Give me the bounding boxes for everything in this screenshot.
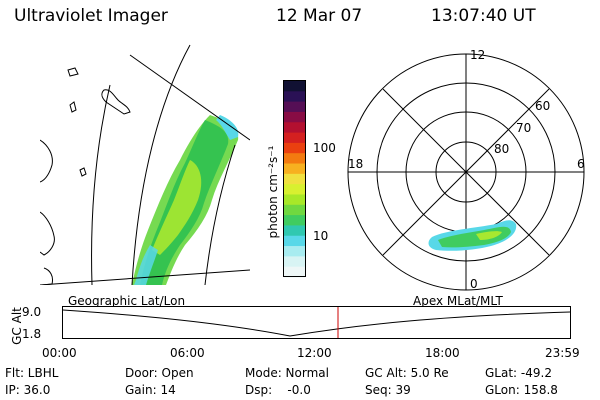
polar-label-6: 6 xyxy=(577,157,585,171)
polar-lat-label-70: 70 xyxy=(516,121,531,135)
map-grid xyxy=(40,44,250,285)
colorbar-cell xyxy=(284,194,305,206)
coastlines xyxy=(40,67,131,285)
time-tick-0000: 00:00 xyxy=(42,346,77,360)
ip-info: IP: 36.0 xyxy=(5,383,51,397)
colorbar-cell xyxy=(284,122,305,134)
aurora-oval xyxy=(428,220,517,251)
colorbar-cell xyxy=(284,184,305,195)
time-tick-2359: 23:59 xyxy=(545,346,580,360)
gc-alt-max: 9.0 xyxy=(22,305,42,319)
time-tick-1800: 18:00 xyxy=(425,346,460,360)
time-label: 13:07:40 UT xyxy=(431,6,536,26)
colorbar-cell xyxy=(284,153,305,165)
colorbar-cell xyxy=(284,246,305,257)
filter-info: Flt: LBHL xyxy=(5,366,59,380)
colorbar-cell xyxy=(284,256,305,268)
colorbar-cell xyxy=(284,91,305,103)
gc-alt-info: GC Alt: 5.0 Re xyxy=(365,366,449,380)
polar-grid xyxy=(347,53,585,291)
colorbar-cell xyxy=(284,81,305,92)
glon-info: GLon: 158.8 xyxy=(485,383,558,397)
colorbar-cell xyxy=(284,235,305,247)
colorbar-tick-100: 100 xyxy=(313,141,336,155)
colorbar-cell xyxy=(284,163,305,175)
colorbar-unit-label: photon cm⁻²s⁻¹ xyxy=(266,145,280,239)
polar-label-0: 0 xyxy=(470,277,478,291)
geographic-label: Geographic Lat/Lon xyxy=(68,294,186,308)
polar-lat-label-80: 80 xyxy=(494,142,509,156)
date-label: 12 Mar 07 xyxy=(276,6,363,26)
altitude-curve xyxy=(62,309,571,337)
colorbar-cell xyxy=(284,132,305,144)
colorbar-tick-10: 10 xyxy=(313,229,329,243)
app-title: Ultraviolet Imager xyxy=(14,6,168,26)
door-info: Door: Open xyxy=(125,366,194,380)
colorbar-cell xyxy=(284,204,305,216)
altitude-timeline xyxy=(62,306,571,339)
polar-label-18: 18 xyxy=(348,157,363,171)
polar-lat-label-60: 60 xyxy=(535,99,550,113)
gc-alt-min: 1.8 xyxy=(22,327,42,341)
colorbar-cell xyxy=(284,173,305,185)
apex-label: Apex MLat/MLT xyxy=(413,294,503,308)
aurora-swath xyxy=(132,115,239,285)
time-tick-1200: 12:00 xyxy=(297,346,332,360)
glat-info: GLat: -49.2 xyxy=(485,366,552,380)
colorbar-cell xyxy=(284,225,305,237)
colorbar-cell xyxy=(284,101,305,113)
colorbar-cell xyxy=(284,142,305,154)
polar-label-12: 12 xyxy=(470,48,485,62)
time-tick-0600: 06:00 xyxy=(170,346,205,360)
seq-info: Seq: 39 xyxy=(365,383,411,397)
colorbar xyxy=(283,80,306,278)
colorbar-cell xyxy=(284,215,305,226)
gain-info: Gain: 14 xyxy=(125,383,176,397)
colorbar-cell xyxy=(284,111,305,123)
dsp-info: Dsp: -0.0 xyxy=(245,383,311,397)
polar-plot: 12 18 6 0 60 70 80 xyxy=(347,48,585,291)
mode-info: Mode: Normal xyxy=(245,366,329,380)
colorbar-cell xyxy=(284,266,305,278)
geographic-map xyxy=(40,44,250,285)
